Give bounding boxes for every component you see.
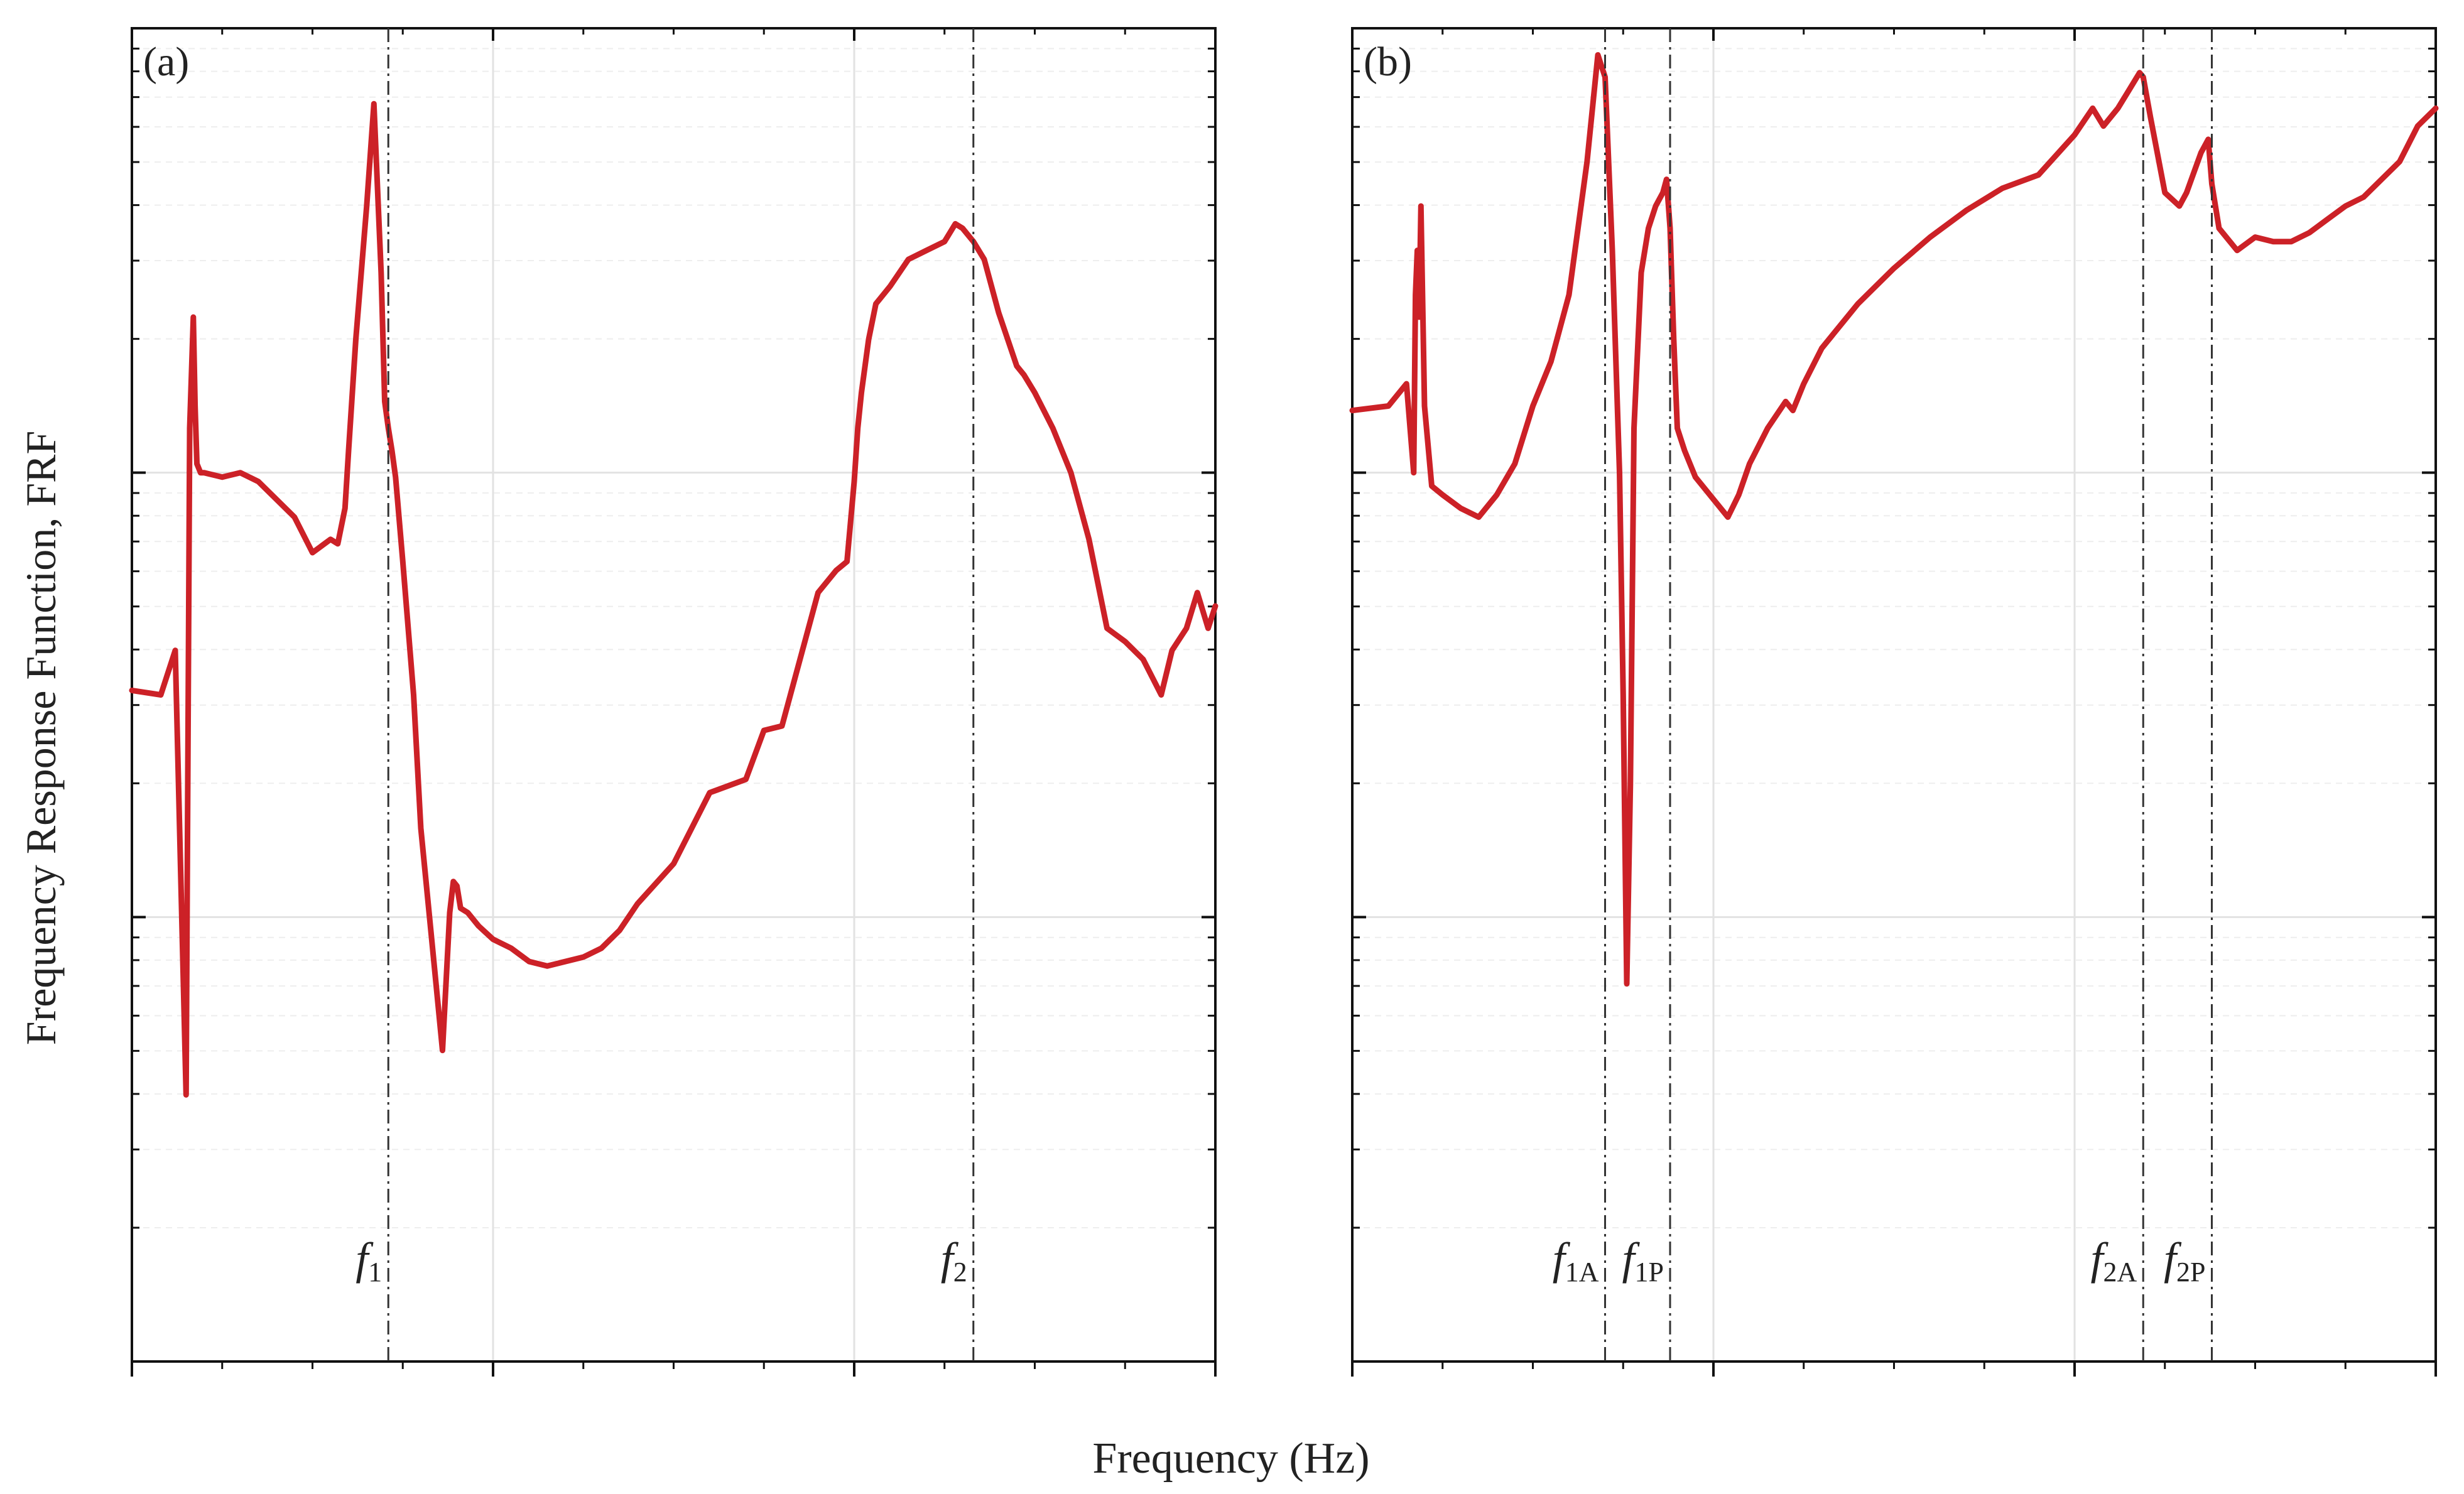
panel-a-chart: f1 f2(a)	[129, 27, 1218, 1377]
frf-series-line	[129, 100, 1218, 1098]
frf-series-line	[1349, 52, 2439, 987]
x-axis-label: Frequency (Hz)	[1092, 1434, 1369, 1483]
panel-b-chart: f1A f1P f2A f2P (b)	[1349, 27, 2439, 1377]
panel-label: (a)	[143, 39, 189, 85]
plot-frame	[1351, 27, 2437, 1363]
resonance-marker-label: f2P	[2164, 1233, 2206, 1287]
resonance-marker-label: f1A	[1553, 1233, 1599, 1287]
panel-label: (b)	[1364, 39, 1412, 85]
plot-frame	[131, 27, 1217, 1363]
resonance-marker-label: f2A	[2090, 1233, 2137, 1287]
resonance-marker-label: f1P	[1622, 1233, 1664, 1287]
y-axis-label: Frequency Response Function, FRF	[17, 431, 65, 1045]
